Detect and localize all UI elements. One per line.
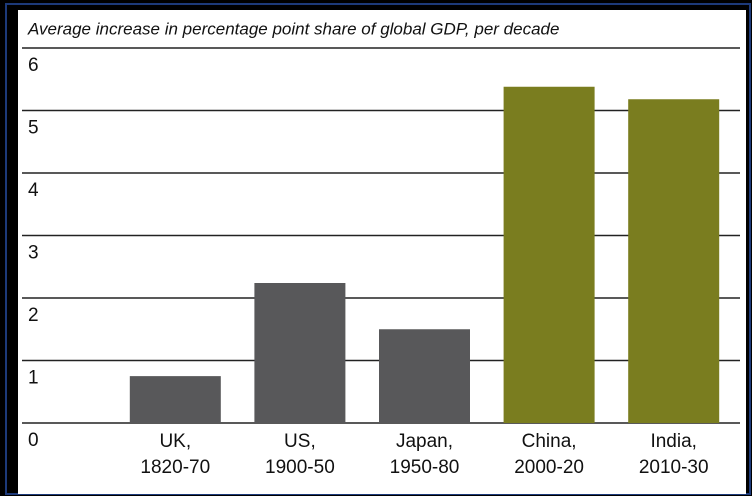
bar xyxy=(379,329,470,423)
bar xyxy=(129,376,221,423)
y-tick-label: 0 xyxy=(28,430,39,451)
x-tick-label: 2010-30 xyxy=(639,457,709,478)
x-tick-label: Japan, xyxy=(396,431,453,452)
x-tick-label: US, xyxy=(284,431,316,452)
y-tick-label: 5 xyxy=(28,118,39,139)
bar xyxy=(254,283,346,423)
x-tick-label: India, xyxy=(650,431,696,452)
y-tick-label: 4 xyxy=(28,180,39,201)
x-tick-label: 1900-50 xyxy=(265,457,335,478)
x-tick-label: 1950-80 xyxy=(390,457,460,478)
x-tick-label: 2000-20 xyxy=(514,457,584,478)
y-tick-label: 6 xyxy=(28,55,39,76)
bar xyxy=(628,99,720,423)
y-tick-label: 2 xyxy=(28,305,39,326)
x-tick-label: 1820-70 xyxy=(140,457,210,478)
y-tick-label: 3 xyxy=(28,243,39,264)
y-tick-label: 1 xyxy=(28,368,39,389)
x-tick-label: UK, xyxy=(159,431,191,452)
bar xyxy=(503,86,595,423)
x-tick-label: China, xyxy=(522,431,577,452)
chart-title: Average increase in percentage point sha… xyxy=(27,19,559,38)
